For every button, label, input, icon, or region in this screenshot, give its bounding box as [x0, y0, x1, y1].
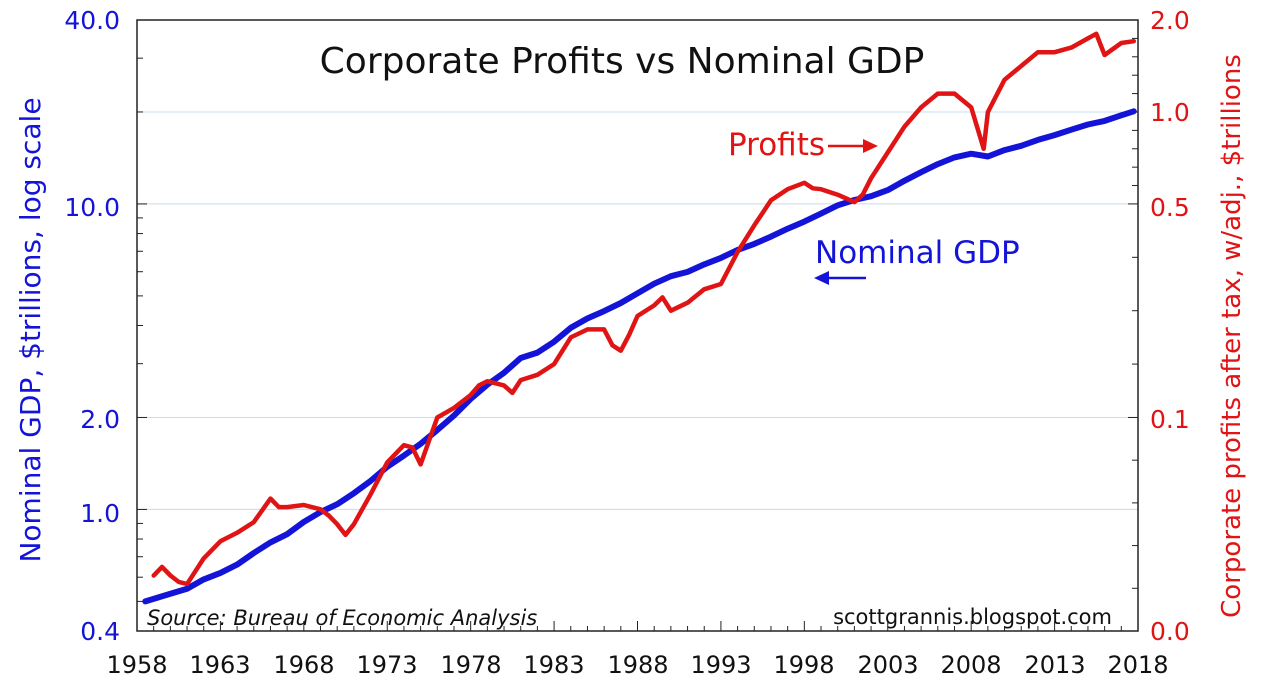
- right-tick-label-0-5: 0.5: [1150, 193, 1190, 222]
- x-tick-label-1998: 1998: [773, 651, 834, 679]
- left-tick-label-10: 10.0: [64, 193, 120, 222]
- x-tick-label-2003: 2003: [857, 651, 918, 679]
- profits-annotation-arrow: [828, 139, 878, 153]
- left-tick-label-40: 40.0: [64, 6, 120, 35]
- x-tick-label-2008: 2008: [940, 651, 1001, 679]
- gdp-annotation-arrow: [814, 271, 866, 285]
- x-tick-label-1968: 1968: [273, 651, 334, 679]
- grid-lines: [137, 111, 1138, 510]
- right-tick-label-0-1: 0.1: [1150, 405, 1190, 434]
- profits-series-line: [151, 31, 1137, 587]
- x-tick-label-1983: 1983: [523, 651, 584, 679]
- gdp-annotation-label: Nominal GDP: [815, 235, 1020, 271]
- chart-title: Corporate Profits vs Nominal GDP: [320, 41, 925, 82]
- right-axis-title: Corporate profits after tax, w/adj., $tr…: [1217, 54, 1247, 618]
- x-tick-label-1993: 1993: [690, 651, 751, 679]
- x-tick-label-1963: 1963: [189, 651, 250, 679]
- right-tick-label-2: 2.0: [1150, 6, 1190, 35]
- credit-note: scottgrannis.blogspot.com: [833, 605, 1112, 629]
- profits-annotation-label: Profits: [728, 127, 825, 163]
- nominal-gdp-series-line: [142, 108, 1137, 605]
- left-tick-label-1: 1.0: [80, 499, 120, 528]
- right-tick-label-1: 1.0: [1150, 98, 1190, 127]
- x-tick-label-2018: 2018: [1107, 651, 1168, 679]
- left-tick-label-0-4: 0.4: [80, 617, 120, 646]
- source-note: Source: Bureau of Economic Analysis: [147, 606, 537, 630]
- x-tick-label-2013: 2013: [1024, 651, 1085, 679]
- x-tick-label-1978: 1978: [440, 651, 501, 679]
- left-tick-label-2: 2.0: [80, 405, 120, 434]
- right-tick-label-0-0: 0.0: [1150, 617, 1190, 646]
- x-axis-tick-labels: 1958 1963 1968 1973 1978 1983 1988 1993 …: [106, 651, 1168, 679]
- tick-marks: [136, 19, 1139, 632]
- x-tick-label-1988: 1988: [607, 651, 668, 679]
- x-tick-label-1958: 1958: [106, 651, 167, 679]
- x-tick-label-1973: 1973: [356, 651, 417, 679]
- left-axis-title: Nominal GDP, $trillions, log scale: [14, 97, 47, 562]
